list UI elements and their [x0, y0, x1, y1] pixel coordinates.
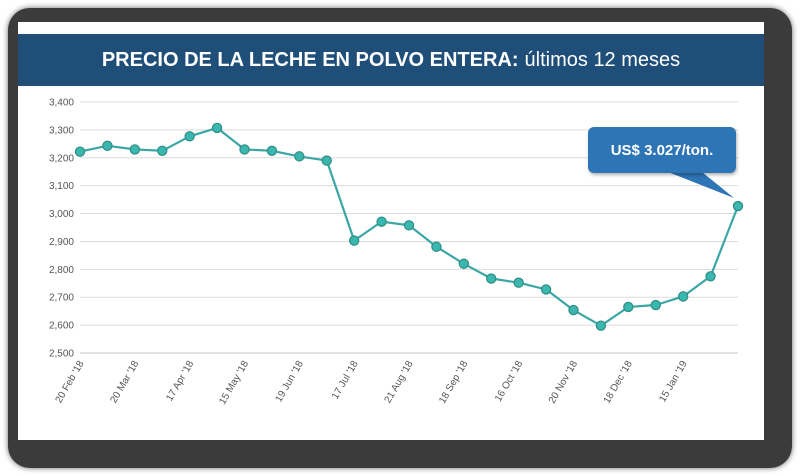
data-point	[239, 144, 250, 155]
price-callout-text: US$ 3.027/ton.	[610, 141, 714, 159]
data-point	[157, 145, 168, 157]
data-point	[321, 155, 332, 166]
y-tick-label: 2,700	[49, 293, 74, 304]
y-tick-label: 2,800	[49, 265, 74, 276]
x-tick-label: 20 Mar '18	[108, 359, 141, 406]
x-tick-label: 17 Jul '18	[330, 359, 361, 402]
data-point	[348, 235, 360, 246]
x-tick-label: 17 Apr '18	[164, 359, 196, 404]
data-point	[431, 241, 442, 252]
price-callout: US$ 3.027/ton.	[588, 127, 736, 173]
data-point	[677, 291, 689, 302]
data-point	[376, 216, 387, 227]
data-point	[184, 131, 195, 142]
data-point	[294, 151, 305, 162]
data-point	[650, 299, 661, 311]
data-point	[623, 301, 634, 313]
x-tick-label: 20 Feb '18	[54, 359, 87, 406]
chart-title-bar: PRECIO DE LA LECHE EN POLVO ENTERA: últi…	[18, 34, 764, 86]
chart-title-light: últimos 12 meses	[524, 48, 681, 71]
data-point	[595, 320, 607, 331]
y-tick-label: 2,500	[49, 349, 74, 360]
x-tick-label: 21 Aug '18	[383, 359, 416, 406]
y-tick-label: 3,200	[49, 153, 74, 164]
data-point	[266, 145, 278, 157]
chart-card	[18, 22, 764, 440]
y-tick-label: 3,000	[49, 209, 74, 220]
x-tick-label: 18 Sep '18	[437, 359, 470, 406]
y-tick-label: 2,600	[49, 321, 74, 332]
y-tick-label: 3,100	[49, 181, 74, 192]
data-point	[211, 122, 223, 134]
data-point	[705, 271, 716, 282]
y-tick-label: 2,900	[49, 237, 74, 248]
chart-title-bold: PRECIO DE LA LECHE EN POLVO ENTERA:	[101, 48, 519, 71]
data-point	[513, 277, 524, 288]
data-point	[568, 304, 579, 316]
data-point	[403, 220, 415, 231]
x-tick-label: 16 Oct '18	[493, 359, 525, 404]
y-tick-label: 3,400	[49, 98, 74, 109]
x-tick-label: 18 Dec '18	[602, 359, 635, 406]
y-tick-label: 3,300	[49, 125, 74, 136]
x-tick-label: 20 Nov '18	[547, 359, 580, 406]
callout-pointer	[668, 172, 734, 198]
data-point	[732, 200, 744, 212]
x-tick-label: 15 May '18	[217, 359, 251, 407]
data-point	[458, 258, 470, 269]
x-tick-label: 15 Jan '19	[657, 359, 690, 405]
data-point	[540, 284, 552, 295]
data-point	[102, 140, 113, 151]
data-point	[129, 144, 141, 155]
data-point	[74, 146, 86, 157]
x-tick-label: 19 Jun '18	[273, 359, 306, 405]
data-point	[486, 273, 497, 284]
